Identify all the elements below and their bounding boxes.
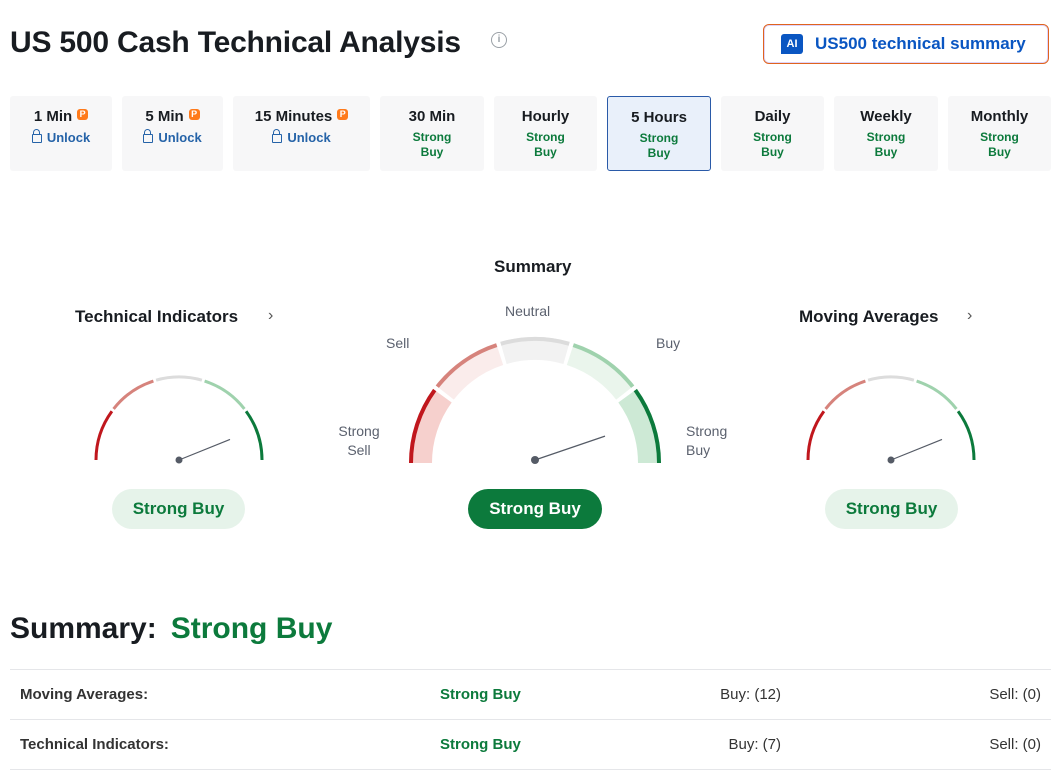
- ai-icon: AI: [781, 34, 803, 54]
- technical-indicators-result: Strong Buy: [112, 489, 245, 529]
- table-row: Moving Averages: Strong Buy Buy: (12) Se…: [10, 669, 1051, 720]
- summary-gauge-band-sell: [435, 343, 504, 400]
- technical-indicators-gauge-arc-buy: [204, 379, 246, 410]
- tab-status: Buy: [534, 145, 557, 159]
- moving-averages-result: Strong Buy: [825, 489, 958, 529]
- tab-status: Strong: [980, 130, 1019, 144]
- tab-status: Strong: [526, 130, 565, 144]
- lock-icon: [143, 129, 154, 144]
- moving-averages-gauge-arc-strong-sell: [806, 410, 826, 461]
- moving-averages-title[interactable]: Moving Averages: [799, 307, 939, 326]
- gauge-label-buy: Buy: [656, 335, 681, 351]
- summary-gauge-band-buy: [566, 343, 635, 400]
- table-row: Technical Indicators: Strong Buy Buy: (7…: [10, 719, 1051, 770]
- tab-1-min[interactable]: 1 Min P Unlock: [10, 96, 112, 171]
- gauge-label-strong-sell: Strong Sell: [338, 423, 380, 458]
- chevron-right-icon[interactable]: ›: [268, 307, 274, 324]
- ai-technical-summary-button[interactable]: AI US500 technical summary: [763, 24, 1049, 64]
- tab-daily[interactable]: Daily Strong Buy: [721, 96, 824, 171]
- unlock-link[interactable]: Unlock: [122, 129, 223, 145]
- summary-heading: Summary: Strong Buy: [10, 612, 333, 645]
- summary-gauge-arc-buy: [572, 343, 635, 388]
- summary-value: Strong Buy: [170, 612, 333, 645]
- timeframe-tabs: 1 Min P Unlock 5 Min P Unlock 15 Minutes P …: [10, 96, 1051, 171]
- info-icon[interactable]: i: [491, 32, 507, 48]
- row-buy-count: Buy: (12): [720, 686, 781, 703]
- moving-averages-gauge-needle-pivot: [887, 456, 895, 464]
- row-signal: Strong Buy: [440, 736, 521, 753]
- moving-averages-gauge-arc-neutral: [867, 375, 915, 382]
- summary-gauge-arc-strong-sell: [409, 388, 437, 464]
- tab-status: Strong: [412, 130, 452, 144]
- moving-averages-gauge-needle: [890, 438, 943, 461]
- summary-gauge-band-strong-sell: [409, 388, 452, 463]
- tab-5-hours[interactable]: 5 Hours Strong Buy: [607, 96, 711, 171]
- tab-status: Strong: [866, 130, 906, 144]
- moving-averages-gauge-arc-strong-buy: [956, 410, 976, 461]
- summary-gauge-needle: [534, 435, 606, 461]
- technical-indicators-gauge-arc-neutral: [155, 375, 203, 382]
- summary-gauge-band-neutral: [500, 337, 570, 364]
- unlock-link[interactable]: Unlock: [10, 129, 112, 145]
- tab-label: Weekly: [860, 108, 912, 125]
- tab-label: 30 Min: [408, 108, 456, 125]
- tab-label: 15 Minutes: [254, 108, 333, 125]
- tab-label: 1 Min: [33, 108, 73, 125]
- gauge-label-neutral: Neutral: [505, 303, 551, 319]
- tab-15-minutes[interactable]: 15 Minutes P Unlock: [233, 96, 370, 171]
- pro-icon: P: [77, 109, 89, 120]
- row-sell-count: Sell: (0): [989, 686, 1041, 703]
- tab-30-min[interactable]: 30 Min Strong Buy: [380, 96, 484, 171]
- tab-label: Daily: [754, 108, 791, 125]
- summary-gauge-arc-sell: [435, 343, 498, 388]
- gauge-label-strong-buy: Strong Buy: [686, 423, 728, 458]
- summary-result: Strong Buy: [468, 489, 602, 529]
- pro-icon: P: [188, 109, 200, 120]
- technical-indicators-gauge-arc-sell: [112, 379, 154, 410]
- technical-indicators-gauge-arc-strong-sell: [94, 410, 114, 461]
- technical-indicators-gauge-needle-pivot: [175, 456, 183, 464]
- lock-icon: [272, 129, 283, 144]
- row-buy-count: Buy: (7): [728, 736, 781, 753]
- technical-indicators-title[interactable]: Technical Indicators: [75, 307, 239, 326]
- row-name: Moving Averages:: [20, 686, 149, 703]
- summary-gauge-arc-strong-buy: [633, 388, 661, 464]
- tab-label: Monthly: [970, 108, 1029, 125]
- tab-5-min[interactable]: 5 Min P Unlock: [122, 96, 223, 171]
- moving-averages-gauge-arc-buy: [916, 379, 958, 410]
- row-sell-count: Sell: (0): [989, 736, 1041, 753]
- tab-status: Buy: [420, 145, 444, 159]
- summary-gauge-title: Summary: [494, 257, 572, 276]
- pro-icon: P: [337, 109, 349, 120]
- chevron-right-icon[interactable]: ›: [967, 307, 973, 324]
- tab-hourly[interactable]: Hourly Strong Buy: [494, 96, 597, 171]
- tab-status: Buy: [874, 145, 898, 159]
- tab-label: 5 Hours: [631, 109, 687, 126]
- tab-status: Strong: [639, 131, 679, 145]
- summary-gauge-arc-neutral: [500, 336, 570, 346]
- technical-indicators-gauge-needle: [178, 438, 231, 461]
- row-signal: Strong Buy: [440, 686, 521, 703]
- tab-monthly[interactable]: Monthly Strong Buy: [948, 96, 1051, 171]
- summary-gauge-needle-pivot: [531, 456, 539, 464]
- moving-averages-gauge-arc-sell: [824, 379, 866, 410]
- row-name: Technical Indicators:: [20, 736, 169, 753]
- tab-weekly[interactable]: Weekly Strong Buy: [834, 96, 938, 171]
- tab-status: Buy: [988, 145, 1011, 159]
- table-bottom-divider: [10, 769, 1051, 770]
- gauge-label-sell: Sell: [386, 335, 410, 351]
- summary-gauge-band-strong-buy: [618, 388, 661, 463]
- tab-label: Hourly: [521, 108, 570, 125]
- ai-technical-summary-label: US500 technical summary: [815, 34, 1026, 53]
- tab-status: Strong: [753, 130, 792, 144]
- page-title: US 500 Cash Technical Analysis: [10, 26, 461, 59]
- technical-indicators-gauge-arc-strong-buy: [244, 410, 264, 461]
- lock-icon: [31, 129, 42, 144]
- tab-status: Buy: [761, 145, 784, 159]
- tab-label: 5 Min: [145, 108, 184, 125]
- unlock-link[interactable]: Unlock: [233, 129, 370, 145]
- tab-status: Buy: [647, 146, 671, 160]
